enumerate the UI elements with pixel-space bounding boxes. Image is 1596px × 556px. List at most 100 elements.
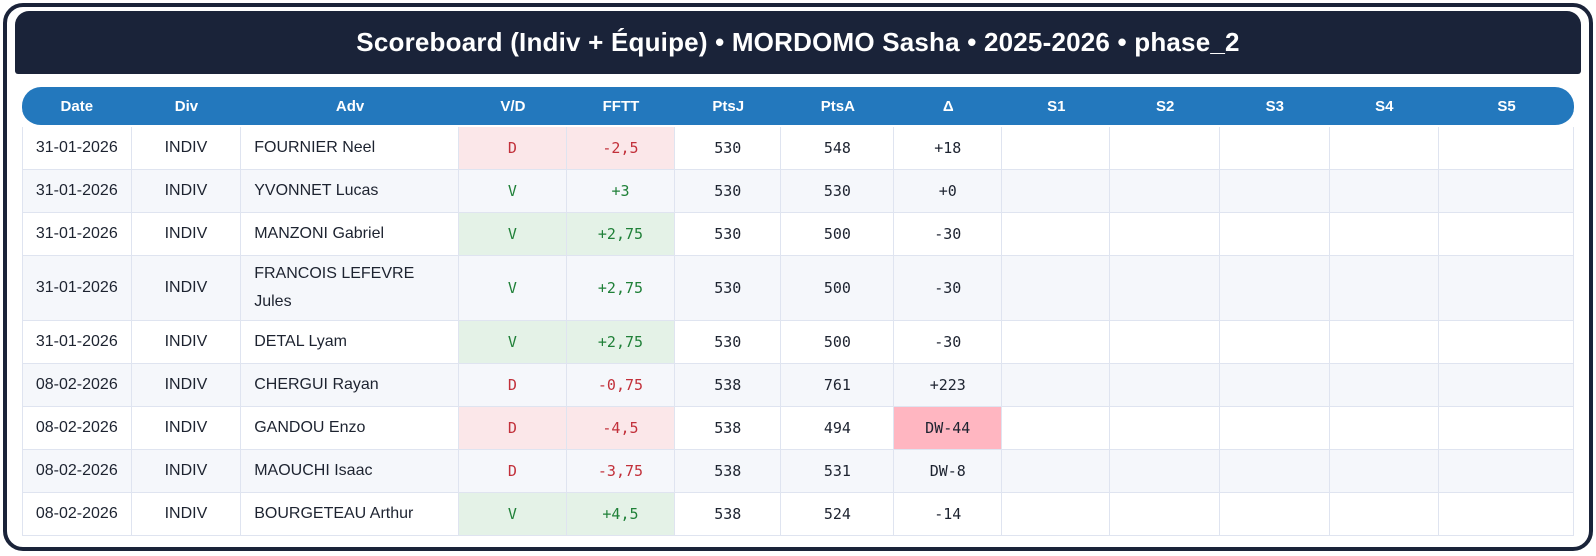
column-header-fftt: FFTT	[566, 87, 675, 127]
cell-division: INDIV	[131, 407, 242, 450]
cell-player-points: 538	[675, 407, 782, 450]
cell-delta: DW-44	[894, 407, 1003, 450]
column-header-s1: S1	[1002, 87, 1111, 127]
cell-division: INDIV	[131, 170, 242, 213]
cell-date: 31-01-2026	[22, 321, 132, 364]
cell-set5	[1439, 364, 1574, 407]
cell-set5	[1439, 493, 1574, 536]
cell-set1	[1002, 493, 1111, 536]
cell-adversary: FOURNIER Neel	[241, 127, 459, 170]
cell-opponent-points: 548	[781, 127, 895, 170]
cell-set3	[1219, 256, 1330, 321]
table-body: 31-01-2026 INDIV FOURNIER Neel D -2,5 53…	[22, 127, 1574, 536]
cell-date: 31-01-2026	[22, 256, 132, 321]
cell-adversary: MAOUCHI Isaac	[241, 450, 459, 493]
cell-delta: -30	[894, 321, 1003, 364]
cell-set1	[1002, 170, 1111, 213]
table-row: 08-02-2026 INDIV BOURGETEAU Arthur V +4,…	[22, 493, 1574, 536]
cell-opponent-points: 500	[781, 213, 895, 256]
cell-fftt-points: +2,75	[566, 213, 675, 256]
cell-fftt-points: -2,5	[566, 127, 675, 170]
cell-set3	[1219, 407, 1330, 450]
cell-set4	[1329, 450, 1440, 493]
cell-result: D	[458, 450, 567, 493]
table-row: 31-01-2026 INDIV FOURNIER Neel D -2,5 53…	[22, 127, 1574, 170]
column-header-s5: S5	[1439, 87, 1574, 127]
cell-date: 31-01-2026	[22, 170, 132, 213]
scoreboard-card: Scoreboard (Indiv + Équipe) • MORDOMO Sa…	[3, 3, 1593, 551]
cell-set3	[1219, 321, 1330, 364]
cell-opponent-points: 500	[781, 321, 895, 364]
cell-opponent-points: 530	[781, 170, 895, 213]
cell-set2	[1110, 450, 1220, 493]
cell-opponent-points: 524	[781, 493, 895, 536]
cell-date: 31-01-2026	[22, 213, 132, 256]
page-title: Scoreboard (Indiv + Équipe) • MORDOMO Sa…	[356, 27, 1240, 57]
cell-opponent-points: 531	[781, 450, 895, 493]
cell-set5	[1439, 213, 1574, 256]
cell-date: 31-01-2026	[22, 127, 132, 170]
column-header-vd: V/D	[458, 87, 567, 127]
cell-set1	[1002, 407, 1111, 450]
cell-player-points: 538	[675, 364, 782, 407]
scoreboard-table: Date Div Adv V/D FFTT PtsJ PtsA Δ S1 S2 …	[22, 87, 1574, 536]
cell-delta: +223	[894, 364, 1003, 407]
cell-set5	[1439, 256, 1574, 321]
cell-date: 08-02-2026	[22, 364, 132, 407]
table-row: 08-02-2026 INDIV CHERGUI Rayan D -0,75 5…	[22, 364, 1574, 407]
cell-set4	[1329, 213, 1440, 256]
cell-player-points: 530	[675, 321, 782, 364]
cell-set5	[1439, 127, 1574, 170]
cell-set5	[1439, 321, 1574, 364]
cell-set3	[1219, 213, 1330, 256]
cell-adversary: BOURGETEAU Arthur	[241, 493, 459, 536]
cell-delta: +18	[894, 127, 1003, 170]
cell-set4	[1329, 127, 1440, 170]
cell-adversary: DETAL Lyam	[241, 321, 459, 364]
cell-set5	[1439, 170, 1574, 213]
cell-result: V	[458, 256, 567, 321]
cell-set2	[1110, 364, 1220, 407]
cell-delta: -14	[894, 493, 1003, 536]
cell-result: D	[458, 407, 567, 450]
cell-player-points: 530	[675, 213, 782, 256]
column-header-ptsa: PtsA	[781, 87, 895, 127]
column-header-adv: Adv	[241, 87, 459, 127]
cell-division: INDIV	[131, 256, 242, 321]
cell-set1	[1002, 450, 1111, 493]
cell-adversary: CHERGUI Rayan	[241, 364, 459, 407]
cell-delta: DW-8	[894, 450, 1003, 493]
cell-result: V	[458, 321, 567, 364]
cell-division: INDIV	[131, 364, 242, 407]
cell-result: V	[458, 493, 567, 536]
cell-player-points: 530	[675, 127, 782, 170]
column-header-s2: S2	[1110, 87, 1220, 127]
column-header-delta: Δ	[894, 87, 1003, 127]
cell-delta: -30	[894, 213, 1003, 256]
column-header-date: Date	[22, 87, 132, 127]
cell-date: 08-02-2026	[22, 450, 132, 493]
table-row: 08-02-2026 INDIV MAOUCHI Isaac D -3,75 5…	[22, 450, 1574, 493]
header-row: Date Div Adv V/D FFTT PtsJ PtsA Δ S1 S2 …	[22, 87, 1574, 127]
cell-delta: +0	[894, 170, 1003, 213]
cell-set2	[1110, 213, 1220, 256]
cell-set2	[1110, 256, 1220, 321]
column-header-s4: S4	[1329, 87, 1440, 127]
column-header-s3: S3	[1219, 87, 1330, 127]
cell-adversary: YVONNET Lucas	[241, 170, 459, 213]
cell-set4	[1329, 407, 1440, 450]
cell-division: INDIV	[131, 450, 242, 493]
cell-fftt-points: -3,75	[566, 450, 675, 493]
table-row: 31-01-2026 INDIV DETAL Lyam V +2,75 530 …	[22, 321, 1574, 364]
cell-result: D	[458, 364, 567, 407]
cell-set4	[1329, 170, 1440, 213]
cell-set3	[1219, 364, 1330, 407]
cell-division: INDIV	[131, 493, 242, 536]
cell-fftt-points: +2,75	[566, 321, 675, 364]
table-row: 31-01-2026 INDIV MANZONI Gabriel V +2,75…	[22, 213, 1574, 256]
cell-set1	[1002, 127, 1111, 170]
cell-set3	[1219, 170, 1330, 213]
cell-opponent-points: 761	[781, 364, 895, 407]
cell-set4	[1329, 364, 1440, 407]
cell-division: INDIV	[131, 127, 242, 170]
